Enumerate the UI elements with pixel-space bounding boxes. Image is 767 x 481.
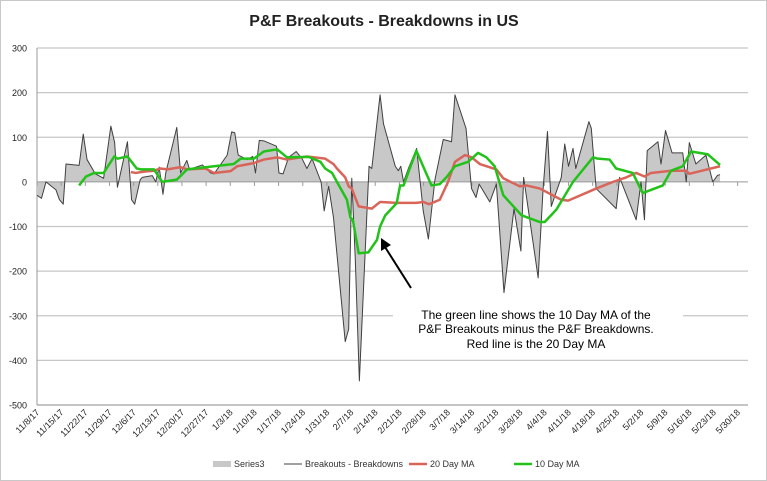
y-tick-label: -100 (9, 222, 27, 232)
x-tick-label: 2/28/18 (400, 407, 428, 435)
series-line-breakouts-breakdowns (36, 94, 721, 382)
x-tick-label: 4/18/18 (569, 407, 597, 435)
x-axis: 11/8/1711/15/1711/22/1711/29/1712/6/1712… (14, 404, 748, 439)
arrow-head-icon (381, 238, 391, 251)
series-line-10-day-ma (78, 148, 721, 255)
series3-area (37, 94, 721, 381)
x-tick-label: 4/25/18 (593, 407, 621, 435)
y-tick-label: 200 (12, 88, 27, 98)
gridlines (37, 47, 748, 406)
x-tick-label: 5/23/18 (690, 407, 718, 435)
x-tick-label: 1/31/18 (303, 407, 331, 435)
y-tick-label: -400 (9, 356, 27, 366)
x-tick-label: 1/10/18 (231, 407, 259, 435)
chart-title: P&F Breakouts - Breakdowns in US (249, 13, 519, 30)
annotation-line-2: P&F Breakouts minus the P&F Breakdowns. (418, 322, 653, 336)
x-tick-label: 3/21/18 (472, 407, 500, 435)
x-tick-label: 2/14/18 (351, 407, 379, 435)
x-tick-label: 5/30/18 (714, 407, 742, 435)
x-tick-label: 5/16/18 (665, 407, 693, 435)
series-group (36, 94, 748, 382)
y-axis: 300 200 100 0 -100 -200 -300 -400 -500 (9, 44, 38, 411)
x-tick-label: 5/2/18 (621, 407, 646, 432)
legend-swatch-series3 (213, 461, 231, 467)
annotation: The green line shows the 10 Day MA of th… (381, 238, 683, 359)
legend-label-10day: 10 Day MA (535, 459, 580, 469)
x-tick-label: 2/21/18 (376, 407, 404, 435)
annotation-line-1: The green line shows the 10 Day MA of th… (421, 308, 651, 322)
x-tick-label: 1/24/18 (279, 407, 307, 435)
y-tick-label: -500 (9, 401, 27, 411)
y-tick-label: -300 (9, 311, 27, 321)
y-tick-label: 100 (12, 133, 27, 143)
x-tick-label: 3/14/18 (448, 407, 476, 435)
legend: Series3 Breakouts - Breakdowns 20 Day MA… (213, 459, 580, 469)
x-tick-label: 3/28/18 (496, 407, 524, 435)
y-tick-label: 300 (12, 44, 27, 54)
x-tick-label: 4/11/18 (545, 407, 573, 435)
y-tick-label: -200 (9, 267, 27, 277)
legend-label-series3: Series3 (234, 459, 265, 469)
annotation-line-3: Red line is the 20 Day MA (467, 337, 606, 351)
annotation-box (393, 299, 683, 359)
y-tick-label: 0 (22, 177, 27, 187)
x-tick-label: 1/17/18 (255, 407, 283, 435)
legend-label-breakouts: Breakouts - Breakdowns (305, 459, 404, 469)
legend-label-20day: 20 Day MA (430, 459, 475, 469)
annotation-arrow (384, 246, 412, 289)
